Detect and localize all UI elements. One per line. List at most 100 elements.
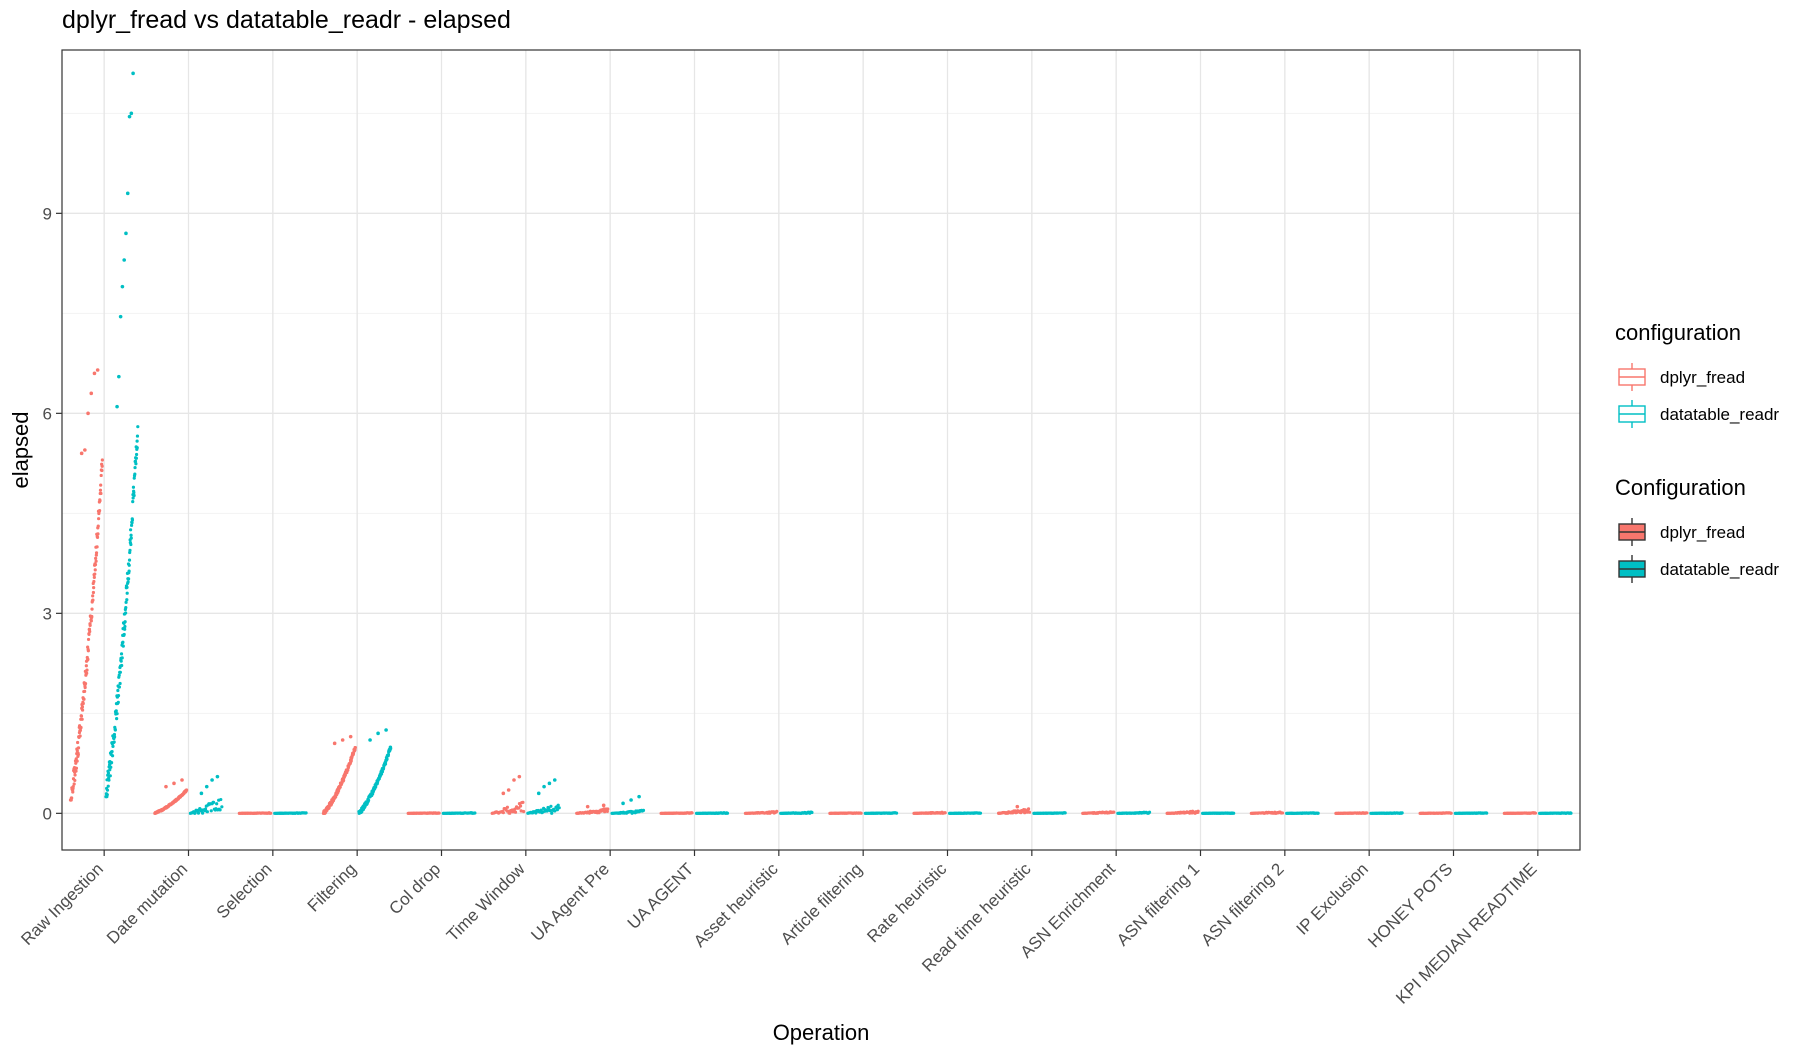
x-tick-label: ASN filtering 2	[1197, 859, 1287, 949]
data-point	[725, 811, 730, 815]
data-point	[978, 811, 983, 815]
data-point	[125, 591, 129, 595]
y-tick-label: 3	[43, 604, 52, 623]
data-point	[1365, 811, 1369, 815]
legend-label: datatable_readr	[1660, 405, 1779, 424]
data-point	[1026, 807, 1031, 811]
data-point	[114, 709, 118, 713]
data-point	[106, 771, 111, 775]
data-point	[119, 652, 124, 656]
data-point	[98, 499, 102, 503]
data-point	[87, 632, 91, 636]
data-point	[200, 811, 205, 815]
data-point	[74, 769, 78, 773]
legend-label: dplyr_fread	[1660, 368, 1745, 387]
outlier-point	[506, 788, 511, 792]
data-point	[133, 472, 137, 476]
x-tick-label: Rate heuristic	[863, 859, 950, 946]
data-point	[75, 749, 79, 753]
data-point	[134, 462, 138, 466]
data-point	[775, 809, 779, 814]
data-point	[130, 521, 134, 525]
data-point	[115, 712, 119, 716]
x-tick-label: Filtering	[304, 859, 360, 915]
data-point	[96, 524, 100, 528]
data-point	[117, 673, 121, 677]
data-point	[553, 809, 557, 813]
data-point	[107, 778, 111, 782]
x-tick-label: Asset heuristic	[690, 859, 782, 951]
data-point	[116, 693, 121, 698]
data-point	[115, 716, 119, 721]
outlier-point	[332, 741, 337, 746]
data-point	[269, 811, 273, 815]
outlier-point	[115, 404, 119, 409]
data-point	[1280, 811, 1285, 815]
data-point	[519, 809, 523, 813]
data-point	[111, 744, 115, 748]
data-point	[70, 796, 74, 800]
data-point	[220, 805, 224, 809]
data-point	[86, 637, 91, 642]
chart-title: dplyr_fread vs datatable_readr - elapsed	[62, 6, 511, 34]
panel-border	[61, 49, 1581, 851]
outlier-point	[124, 231, 128, 236]
data-point	[86, 657, 90, 662]
data-point	[550, 811, 554, 815]
data-point	[87, 627, 92, 631]
outlier-point	[131, 71, 135, 76]
data-point	[122, 632, 126, 637]
data-point	[121, 644, 125, 648]
data-point	[110, 754, 115, 758]
data-point	[327, 806, 331, 810]
legend-title: configuration	[1615, 320, 1741, 345]
data-point	[129, 533, 133, 537]
outlier-point	[501, 791, 506, 796]
data-point	[690, 811, 694, 815]
data-point	[88, 623, 92, 627]
outlier-point	[512, 778, 516, 782]
outlier-point	[83, 448, 87, 452]
data-point	[385, 757, 389, 761]
data-point	[94, 556, 98, 560]
data-point	[123, 627, 127, 631]
outlier-point	[79, 451, 84, 456]
data-point	[91, 598, 95, 602]
data-point	[131, 500, 135, 504]
data-point	[106, 784, 110, 788]
outlier-point	[210, 778, 214, 782]
outlier-point	[1015, 804, 1020, 809]
data-point	[127, 569, 131, 573]
series-dplyr_fread	[68, 368, 1538, 815]
legend-title: Configuration	[1615, 475, 1746, 500]
legend-label: dplyr_fread	[1660, 523, 1745, 542]
data-point	[128, 528, 133, 532]
data-point	[859, 811, 863, 815]
data-point	[126, 580, 130, 584]
data-point	[1063, 811, 1067, 815]
data-point	[123, 620, 127, 624]
data-point	[132, 491, 136, 495]
data-point	[521, 800, 525, 804]
data-point	[382, 766, 386, 770]
data-point	[83, 685, 87, 690]
data-point	[78, 728, 82, 733]
series-datatable_readr	[104, 71, 1573, 815]
data-point	[119, 659, 123, 663]
outlier-point	[376, 731, 380, 736]
data-point	[338, 785, 342, 789]
data-point	[135, 434, 140, 438]
y-tick-label: 9	[43, 204, 52, 223]
data-point	[205, 810, 209, 814]
data-point	[894, 811, 899, 815]
outlier-point	[172, 781, 176, 786]
data-point	[501, 811, 505, 815]
data-point	[105, 788, 110, 792]
outlier-point	[117, 374, 121, 379]
data-point	[518, 804, 523, 808]
outlier-point	[637, 794, 641, 799]
data-point	[99, 473, 103, 478]
data-point	[96, 532, 100, 536]
data-point	[117, 685, 121, 689]
